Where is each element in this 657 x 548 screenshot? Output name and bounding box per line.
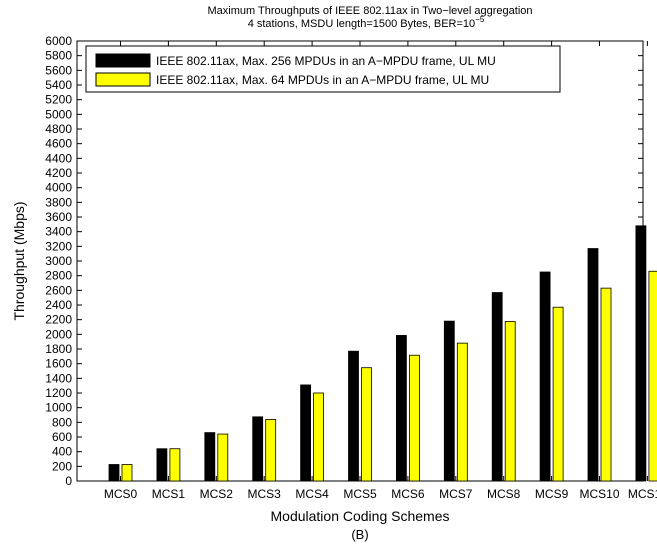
- x-tick-label: MCS11: [628, 487, 657, 501]
- y-tick-label: 3400: [45, 225, 72, 239]
- y-tick-label: 5000: [45, 107, 72, 121]
- y-tick-label: 2200: [45, 313, 72, 327]
- bar-series-1-MCS4: [300, 384, 312, 482]
- y-tick-label: 2000: [45, 327, 72, 341]
- y-tick-label: 4200: [45, 166, 72, 180]
- y-tick-label: 6000: [45, 34, 72, 48]
- bar-series-2-MCS1: [169, 448, 181, 482]
- x-tick-label: MCS4: [295, 487, 329, 501]
- chart-title-line2: 4 stations, MSDU length=1500 Bytes, BER=…: [248, 15, 485, 30]
- legend-label-series-2: IEEE 802.11ax, Max. 64 MPDUs in an A−MPD…: [156, 73, 489, 87]
- y-tick-label: 5200: [45, 93, 72, 107]
- x-tick-label: MCS0: [104, 487, 138, 501]
- legend-swatch-series-1: [95, 53, 151, 68]
- y-tick-label: 4800: [45, 122, 72, 136]
- y-tick-label: 5400: [45, 78, 72, 92]
- bars: [108, 225, 657, 482]
- bar-series-1-MCS11: [635, 225, 647, 482]
- legend-box: [85, 45, 561, 93]
- y-tick-label: 3800: [45, 195, 72, 209]
- y-tick-label: 5600: [45, 63, 72, 77]
- chart-title-line1: Maximum Throughputs of IEEE 802.11ax in …: [208, 5, 533, 17]
- bar-series-1-MCS8: [491, 292, 503, 482]
- y-tick-label: 4400: [45, 151, 72, 165]
- bar-series-1-MCS0: [108, 464, 120, 482]
- y-tick-label: 1800: [45, 342, 72, 356]
- y-tick-label: 800: [52, 415, 72, 429]
- bar-series-2-MCS3: [265, 418, 277, 482]
- legend-label-series-1: IEEE 802.11ax, Max. 256 MPDUs in an A−MP…: [156, 54, 496, 68]
- bar-series-2-MCS2: [217, 433, 229, 482]
- axis-ticks: 0200400600800100012001400160018002000220…: [45, 34, 657, 501]
- y-tick-label: 2400: [45, 298, 72, 312]
- bar-series-1-MCS1: [156, 448, 168, 482]
- x-tick-label: MCS10: [579, 487, 619, 501]
- y-tick-label: 200: [52, 459, 72, 473]
- bar-series-1-MCS7: [443, 320, 455, 482]
- bar-series-1-MCS9: [539, 271, 551, 482]
- x-tick-label: MCS7: [439, 487, 473, 501]
- x-tick-label: MCS2: [200, 487, 234, 501]
- y-tick-label: 2600: [45, 283, 72, 297]
- y-tick-label: 600: [52, 430, 72, 444]
- y-tick-label: 2800: [45, 269, 72, 283]
- y-tick-label: 1000: [45, 401, 72, 415]
- x-tick-label: MCS9: [535, 487, 569, 501]
- y-tick-label: 5800: [45, 49, 72, 63]
- figure-caption: (B): [351, 527, 368, 542]
- x-tick-label: MCS5: [343, 487, 377, 501]
- y-tick-label: 400: [52, 445, 72, 459]
- y-tick-label: 3000: [45, 254, 72, 268]
- bar-series-1-MCS6: [395, 335, 407, 482]
- y-tick-label: 4600: [45, 137, 72, 151]
- legend-swatch-series-2: [95, 72, 151, 87]
- bar-series-1-MCS5: [348, 350, 359, 482]
- bar-series-1-MCS2: [204, 432, 216, 482]
- y-axis-label: Throughput (Mbps): [11, 201, 27, 320]
- title-exponent: −5: [475, 15, 485, 24]
- x-tick-label: MCS8: [487, 487, 521, 501]
- bar-series-1-MCS10: [587, 248, 599, 482]
- y-tick-label: 3600: [45, 210, 72, 224]
- legend: IEEE 802.11ax, Max. 256 MPDUs in an A−MP…: [85, 45, 561, 93]
- bar-series-2-MCS9: [552, 306, 564, 482]
- bar-series-2-MCS4: [313, 392, 325, 482]
- y-tick-label: 1600: [45, 357, 72, 371]
- bar-series-2-MCS6: [408, 354, 420, 482]
- bar-series-2-MCS0: [121, 464, 133, 482]
- y-tick-label: 3200: [45, 239, 72, 253]
- x-tick-label: MCS1: [152, 487, 186, 501]
- bar-series-2-MCS5: [361, 367, 372, 482]
- bar-series-1-MCS3: [252, 416, 264, 482]
- bar-series-2-MCS7: [456, 342, 468, 482]
- y-tick-label: 4000: [45, 181, 72, 195]
- bar-series-2-MCS10: [600, 287, 612, 482]
- bar-series-2-MCS11: [648, 270, 657, 482]
- y-tick-label: 0: [65, 474, 72, 488]
- x-axis-label: Modulation Coding Schemes: [271, 508, 450, 524]
- y-tick-label: 1400: [45, 371, 72, 385]
- y-tick-label: 1200: [45, 386, 72, 400]
- x-tick-label: MCS3: [248, 487, 282, 501]
- x-tick-label: MCS6: [391, 487, 425, 501]
- bar-series-2-MCS8: [504, 321, 516, 482]
